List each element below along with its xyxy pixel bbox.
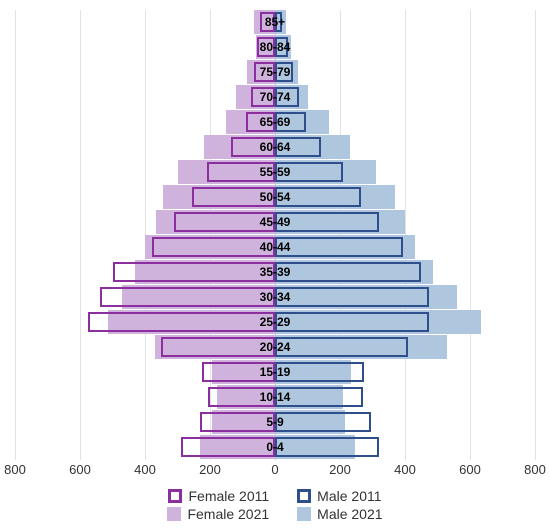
pyramid-row: 30-34: [15, 285, 535, 309]
x-tick-label: 600: [69, 462, 91, 477]
legend-swatch: [297, 507, 311, 521]
legend-row: Female 2021 Male 2021: [0, 506, 550, 522]
x-tick-label: 400: [394, 462, 416, 477]
bar-male-2011: [275, 362, 364, 382]
gridline: [535, 10, 536, 460]
legend-label: Male 2011: [317, 488, 381, 504]
bar-female-2011: [231, 137, 275, 157]
bar-female-2011: [192, 187, 275, 207]
bar-male-2011: [275, 312, 429, 332]
chart-container: 800 600 400 200 0 200 400 600 800 85+80-8475-7970…: [0, 0, 550, 532]
pyramid-row: 50-54: [15, 185, 535, 209]
bar-male-2011: [275, 262, 421, 282]
legend: Female 2011 Male 2011 Female 2021 Male 2021: [0, 486, 550, 524]
bar-female-2011: [113, 262, 276, 282]
legend-item: Female 2021: [167, 506, 269, 522]
bar-male-2011: [275, 62, 293, 82]
bar-male-2011: [275, 37, 288, 57]
pyramid-row: 0-4: [15, 435, 535, 459]
bar-female-2011: [260, 12, 275, 32]
bar-female-2011: [257, 37, 275, 57]
bar-male-2011: [275, 412, 371, 432]
bar-male-2011: [275, 112, 306, 132]
x-tick-label: 400: [134, 462, 156, 477]
bar-female-2011: [161, 337, 275, 357]
x-tick-label: 200: [329, 462, 351, 477]
bar-male-2011: [275, 337, 408, 357]
bar-male-2011: [275, 12, 282, 32]
legend-row: Female 2011 Male 2011: [0, 488, 550, 504]
x-tick-label: 800: [524, 462, 546, 477]
legend-swatch: [167, 507, 181, 521]
bar-female-2011: [174, 212, 275, 232]
pyramid-row: 80-84: [15, 35, 535, 59]
bar-female-2011: [251, 87, 275, 107]
pyramid-row: 70-74: [15, 85, 535, 109]
pyramid-row: 5-9: [15, 410, 535, 434]
bar-female-2011: [152, 237, 276, 257]
pyramid-row: 60-64: [15, 135, 535, 159]
bar-female-2011: [207, 162, 275, 182]
bar-female-2011: [100, 287, 276, 307]
pyramid-row: 55-59: [15, 160, 535, 184]
bar-male-2011: [275, 87, 299, 107]
bar-female-2011: [88, 312, 275, 332]
pyramid-row: 25-29: [15, 310, 535, 334]
legend-item: Female 2011: [168, 488, 269, 504]
bar-male-2011: [275, 162, 343, 182]
x-tick-label: 600: [459, 462, 481, 477]
bar-male-2011: [275, 287, 429, 307]
bar-male-2011: [275, 212, 379, 232]
bar-male-2011: [275, 387, 363, 407]
bar-female-2011: [246, 112, 275, 132]
bar-female-2011: [200, 412, 275, 432]
bar-male-2011: [275, 237, 403, 257]
bar-male-2011: [275, 137, 321, 157]
pyramid-row: 45-49: [15, 210, 535, 234]
legend-item: Male 2021: [297, 506, 382, 522]
bar-female-2011: [202, 362, 275, 382]
bar-male-2011: [275, 187, 361, 207]
legend-swatch: [168, 489, 182, 503]
pyramid-row: 20-24: [15, 335, 535, 359]
x-tick-label: 0: [271, 462, 278, 477]
pyramid-row: 40-44: [15, 235, 535, 259]
legend-swatch: [297, 489, 311, 503]
pyramid-row: 15-19: [15, 360, 535, 384]
pyramid-row: 10-14: [15, 385, 535, 409]
pyramid-row: 85+: [15, 10, 535, 34]
bar-male-2011: [275, 437, 379, 457]
pyramid-row: 35-39: [15, 260, 535, 284]
bar-female-2011: [208, 387, 275, 407]
x-tick-label: 200: [199, 462, 221, 477]
pyramid-row: 65-69: [15, 110, 535, 134]
legend-item: Male 2011: [297, 488, 381, 504]
x-tick-label: 800: [4, 462, 26, 477]
bar-female-2011: [181, 437, 275, 457]
legend-label: Female 2021: [187, 506, 269, 522]
legend-label: Male 2021: [317, 506, 382, 522]
legend-label: Female 2011: [188, 488, 269, 504]
pyramid-row: 75-79: [15, 60, 535, 84]
bar-female-2011: [254, 62, 275, 82]
plot-area: 800600400200020040060080085+80-8475-7970…: [15, 10, 535, 470]
